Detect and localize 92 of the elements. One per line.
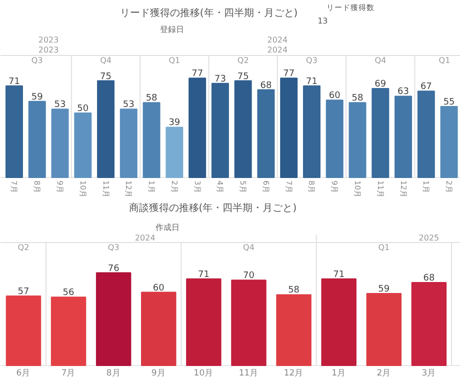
bar [120, 108, 138, 178]
x-tick-label: 8月 [106, 368, 121, 378]
x-tick-label: 6月 [16, 368, 31, 378]
x-tick-label: 9月 [151, 368, 166, 378]
bar [372, 88, 390, 178]
data-label: 58 [146, 94, 158, 104]
bar [417, 90, 435, 178]
chart-title: リード獲得の推移(年・四半期・月ごと) [120, 7, 298, 19]
bar [321, 278, 356, 366]
data-label: 58 [288, 286, 300, 296]
text: Q1 [378, 243, 390, 252]
bar [257, 89, 275, 178]
text: 2024 [267, 46, 288, 54]
bar [28, 100, 46, 178]
x-tick-label: 12月 [284, 368, 304, 378]
data-label: 59 [378, 284, 390, 295]
text: 2024 [134, 234, 156, 242]
text: Q3 [108, 243, 120, 252]
x-tick-label: 2月 [376, 368, 392, 378]
bar [74, 112, 92, 178]
x-tick-label: 1月 [332, 368, 346, 378]
chart-title: 商談獲得の推移(年・四半期・月ごと) [128, 202, 297, 214]
bar [6, 295, 42, 366]
text: 2023 [38, 36, 59, 44]
text: Q4 [374, 56, 386, 65]
data-label: 77 [283, 69, 295, 80]
bar [166, 126, 184, 178]
data-label: 58 [352, 94, 364, 104]
text: 2024 [267, 36, 288, 44]
text: 13 [318, 16, 328, 26]
data-label: 75 [237, 72, 249, 82]
bar [186, 278, 222, 366]
bar [348, 102, 366, 178]
data-label: 53 [122, 100, 134, 110]
text: Q2 [18, 243, 30, 252]
bar [280, 78, 298, 178]
x-tick-label: 11月 [238, 368, 259, 378]
data-label: 75 [100, 72, 112, 82]
bar [142, 102, 160, 178]
data-label: 68 [260, 80, 272, 91]
bar [234, 80, 252, 178]
bar [276, 294, 312, 366]
data-label: 71 [198, 270, 210, 280]
bar [440, 106, 458, 178]
bar [5, 85, 23, 178]
data-label: 69 [374, 79, 386, 90]
data-label: 60 [152, 283, 165, 294]
text: Q4 [100, 56, 112, 65]
bar [326, 100, 344, 178]
data-label: 53 [54, 100, 66, 110]
text: 2023 [38, 46, 59, 54]
bar [50, 296, 86, 366]
data-label: 63 [398, 87, 410, 98]
text: Q1 [438, 56, 450, 65]
bar [188, 78, 206, 178]
data-label: 68 [423, 274, 435, 284]
data-label: 73 [214, 74, 226, 84]
x-tick-label: 10月 [194, 368, 214, 378]
data-label: 55 [443, 98, 455, 108]
data-label: 70 [243, 271, 255, 282]
data-label: 56 [62, 288, 75, 298]
text: Q3 [306, 56, 318, 65]
bar [96, 272, 132, 366]
x-axis-title: 作成日 [154, 223, 180, 232]
bar [303, 85, 320, 178]
data-label: 67 [420, 82, 432, 92]
data-label: 71 [8, 76, 20, 87]
text: 2025 [418, 234, 440, 242]
x-axis-title: 登録日 [160, 25, 184, 34]
bar [366, 293, 402, 366]
text: Q4 [243, 243, 254, 252]
data-label: 71 [306, 76, 318, 87]
bar [411, 282, 447, 366]
data-label: 77 [192, 69, 204, 80]
x-tick-label: 7月 [61, 368, 76, 378]
text: Q1 [168, 56, 180, 65]
bar [51, 108, 69, 178]
data-label: 76 [108, 264, 120, 274]
text: Q2 [237, 56, 249, 65]
bar [211, 82, 229, 178]
bar [97, 80, 115, 178]
data-label: 60 [328, 91, 341, 102]
data-label: 71 [333, 270, 345, 280]
bar [141, 292, 176, 366]
text: Q3 [31, 56, 43, 65]
data-label: 50 [77, 104, 89, 114]
bar [394, 96, 412, 178]
bar [231, 280, 266, 366]
data-label: 39 [168, 118, 180, 128]
data-label: 57 [18, 286, 30, 297]
x-tick-label: 3月 [422, 368, 436, 378]
data-label: 59 [31, 92, 44, 102]
